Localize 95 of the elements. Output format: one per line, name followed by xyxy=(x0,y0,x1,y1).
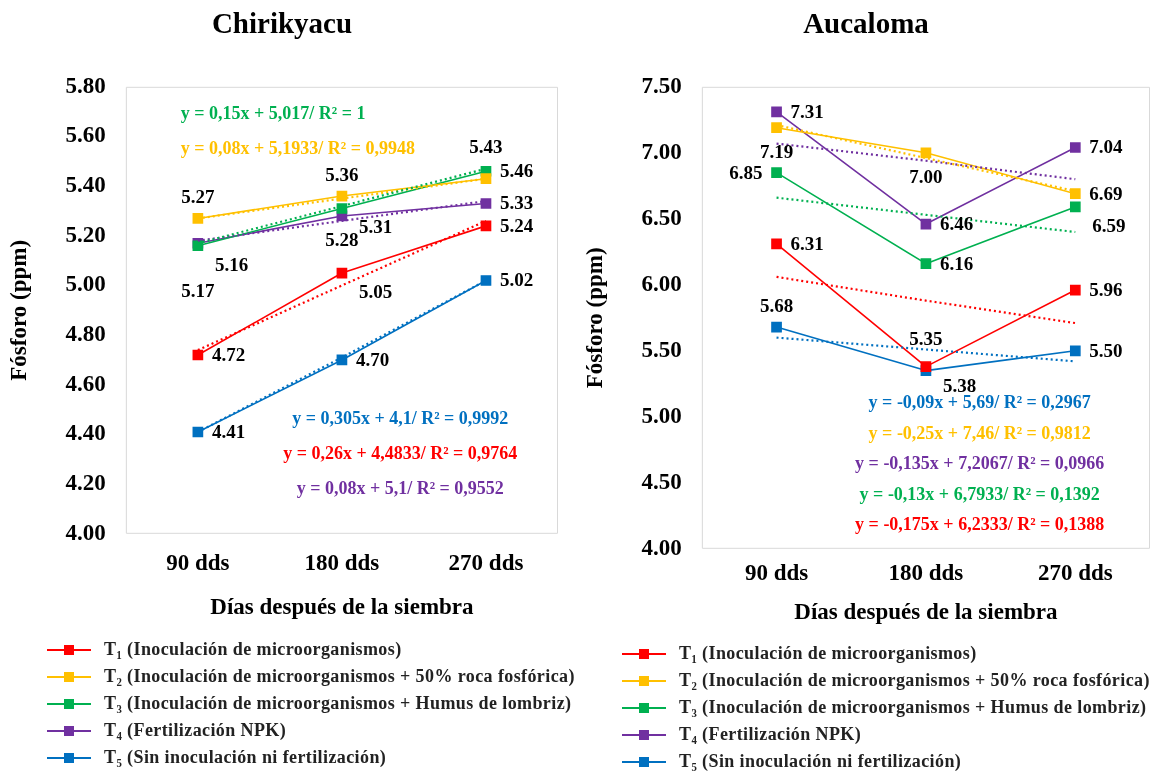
point xyxy=(1069,284,1081,296)
y-tick-label: 5.50 xyxy=(641,336,682,362)
point xyxy=(1069,188,1081,200)
legend-label: T₄ (Fertilización NPK) xyxy=(679,724,862,745)
point xyxy=(771,106,782,118)
legend-label: T₅ (Sin inoculación ni fertilización) xyxy=(679,751,962,772)
point xyxy=(771,321,782,333)
point xyxy=(1069,345,1081,357)
y-tick-label: 7.00 xyxy=(641,138,682,164)
y-axis-title: Fósforo (ppm) xyxy=(581,247,607,389)
annotation: y = -0,135x + 7,2067/ R² = 0,0966 xyxy=(855,453,1105,474)
point xyxy=(920,258,932,270)
data-label: 6.69 xyxy=(1089,182,1123,204)
point xyxy=(480,198,492,209)
data-label: 6.16 xyxy=(939,252,974,274)
point xyxy=(192,213,204,224)
data-label: 6.85 xyxy=(729,161,763,183)
annotation: y = -0,175x + 6,2333/ R² = 0,1388 xyxy=(855,514,1105,535)
annotation: y = -0,25x + 7,46/ R² = 0,9812 xyxy=(868,422,1091,443)
y-tick-label: 4.60 xyxy=(65,370,106,396)
data-label: 5.16 xyxy=(214,253,249,275)
point xyxy=(771,122,782,134)
legend-label: T₁ (Inoculación de microorganismos) xyxy=(679,643,977,664)
y-tick-label: 5.00 xyxy=(65,271,106,297)
chart-title: Chirikyacu xyxy=(211,6,353,39)
data-label: 7.00 xyxy=(909,165,943,187)
data-label: 5.33 xyxy=(499,192,534,214)
data-label: 5.24 xyxy=(499,214,534,236)
x-tick-label: 180 dds xyxy=(304,549,380,575)
y-tick-label: 5.40 xyxy=(65,172,106,198)
annotation: y = 0,305x + 4,1/ R² = 0,9992 xyxy=(292,408,509,429)
y-tick-label: 6.50 xyxy=(641,204,682,230)
point xyxy=(480,275,492,286)
data-label: 5.36 xyxy=(325,163,359,185)
point xyxy=(920,147,932,159)
annotation: y = -0,13x + 6,7933/ R² = 0,1392 xyxy=(859,483,1100,504)
y-tick-label: 7.50 xyxy=(641,72,682,98)
x-axis-title: Días después de la siembra xyxy=(210,594,475,620)
data-label: 5.17 xyxy=(181,280,215,302)
data-label: 7.04 xyxy=(1089,136,1124,158)
legend-label: T₂ (Inoculación de microorganismos + 50% roca fosfórica) xyxy=(104,666,575,687)
data-label: 5.68 xyxy=(759,294,794,316)
data-label: 6.59 xyxy=(1092,214,1126,236)
data-label: 4.41 xyxy=(211,420,246,442)
legend-label: T₄ (Fertilización NPK) xyxy=(104,720,287,741)
legend-label: T₃ (Inoculación de microorganismos + Humus de lombriz) xyxy=(679,697,1147,718)
y-tick-label: 4.40 xyxy=(65,420,106,446)
y-tick-label: 5.60 xyxy=(65,122,106,148)
data-label: 5.50 xyxy=(1089,339,1123,361)
data-label: 6.46 xyxy=(939,212,974,234)
data-label: 5.43 xyxy=(469,135,503,157)
annotation: y = 0,15x + 5,017/ R² = 1 xyxy=(180,103,366,124)
data-label: 5.27 xyxy=(181,186,215,208)
point xyxy=(480,173,492,185)
data-label: 7.31 xyxy=(790,100,824,122)
x-tick-label: 90 dds xyxy=(744,559,809,585)
y-tick-label: 5.00 xyxy=(641,402,682,428)
data-label: 5.31 xyxy=(358,216,393,238)
data-label: 5.05 xyxy=(358,280,393,302)
data-label: 5.28 xyxy=(325,228,359,250)
y-tick-label: 4.80 xyxy=(65,321,106,347)
data-label: 5.96 xyxy=(1089,278,1123,300)
point xyxy=(1069,201,1081,213)
legend-label: T₁ (Inoculación de microorganismos) xyxy=(104,639,402,660)
point xyxy=(771,238,782,250)
y-axis-title: Fósforo (ppm) xyxy=(5,239,31,381)
y-tick-label: 5.20 xyxy=(65,221,106,247)
y-tick-label: 4.00 xyxy=(65,519,106,545)
legend-label: T₂ (Inoculación de microorganismos + 50% roca fosfórica) xyxy=(679,670,1150,691)
point xyxy=(1069,142,1081,153)
data-label: 4.70 xyxy=(355,348,390,370)
data-label: 5.46 xyxy=(499,160,534,182)
data-label: 5.02 xyxy=(499,269,534,291)
legend-label: T₅ (Sin inoculación ni fertilización) xyxy=(104,747,387,768)
x-tick-label: 270 dds xyxy=(1037,559,1113,585)
annotation: y = 0,26x + 4,4833/ R² = 0,9764 xyxy=(283,443,518,464)
y-tick-label: 4.00 xyxy=(641,534,682,560)
data-label: 4.72 xyxy=(211,343,246,365)
x-tick-label: 180 dds xyxy=(888,559,964,585)
point xyxy=(920,361,932,372)
point xyxy=(771,167,782,178)
chart-title: Aucaloma xyxy=(803,6,930,39)
annotation: y = 0,08x + 5,1/ R² = 0,9552 xyxy=(296,478,504,499)
y-tick-label: 4.20 xyxy=(65,470,106,496)
y-tick-label: 6.00 xyxy=(641,270,682,296)
y-tick-label: 4.50 xyxy=(641,468,682,494)
x-tick-label: 270 dds xyxy=(448,549,524,575)
data-label: 7.19 xyxy=(759,140,794,162)
x-axis-title: Días después de la siembra xyxy=(794,599,1059,625)
data-label: 5.35 xyxy=(909,327,943,349)
legend-label: T₃ (Inoculación de microorganismos + Humus de lombriz) xyxy=(104,693,572,714)
annotation: y = 0,08x + 5,1933/ R² = 0,9948 xyxy=(180,138,415,159)
y-tick-label: 5.80 xyxy=(65,72,106,98)
x-tick-label: 90 dds xyxy=(166,549,230,575)
data-label: 6.31 xyxy=(790,232,824,254)
